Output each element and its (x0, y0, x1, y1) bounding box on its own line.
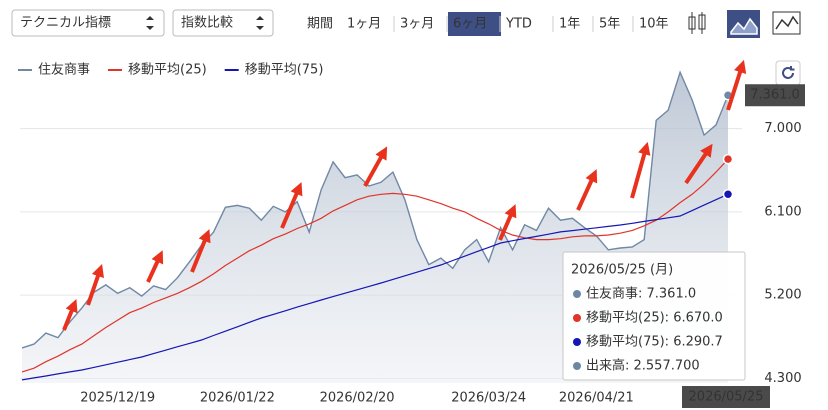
series-line (21, 70, 729, 349)
hover-dot (722, 188, 734, 200)
select-arrow (146, 16, 154, 30)
last-price-label: 7.361.0 (750, 88, 800, 103)
line-icon-path (775, 15, 799, 30)
arrow-annotation (190, 229, 211, 273)
arrow-annotation (146, 250, 164, 283)
last-price-badge (745, 84, 805, 107)
date-badge (682, 386, 770, 408)
period-button: 期間 (307, 17, 333, 32)
arrow-annotation (498, 204, 517, 241)
period-button[interactable]: YTD (505, 17, 532, 32)
tooltip-row: 住友商事: 7.361.0 (586, 286, 696, 302)
arrow-annotation (62, 299, 78, 331)
legend-label[interactable]: 住友商事 (38, 62, 90, 78)
period-button[interactable]: 3ヶ月 (400, 17, 434, 32)
period-active (448, 12, 501, 36)
arrow-annotation (363, 146, 388, 187)
period-button[interactable]: 6ヶ月 (453, 17, 487, 32)
tooltip-dot (573, 362, 581, 370)
price-area (22, 72, 728, 383)
period-button[interactable]: 1年 (559, 17, 580, 32)
legend-label[interactable]: 移動平均(25) (128, 63, 207, 78)
date-badge-label: 2026/05/25 (689, 390, 764, 405)
tooltip-title: 2026/05/25 (月) (571, 263, 673, 278)
x-tick-label: 2026/04/21 (559, 391, 634, 406)
tooltip-dot (573, 314, 581, 322)
refresh-button[interactable] (775, 60, 801, 86)
select-arrow (256, 16, 264, 30)
toolbar: テクニカル指標 指数比較 期間 1ヶ月 3ヶ月 6ヶ月 YTD 1年 5年 10年 (11, 9, 801, 86)
tooltip-row: 移動平均(25): 6.670.0 (586, 311, 723, 326)
arrow-annotation (280, 182, 303, 229)
legend-label[interactable]: 移動平均(75) (245, 63, 324, 78)
y-tick-label: 7.000 (764, 121, 801, 136)
period-button[interactable]: 5年 (599, 17, 620, 32)
arrow-annotation (726, 59, 747, 111)
area-icon (730, 17, 758, 35)
arrow-annotation (684, 143, 713, 185)
select-box[interactable] (172, 9, 274, 37)
annotations (62, 59, 747, 331)
plot: 住友商事 移動平均(25) 移動平均(75) 4.300 5.200 6.100 7.000… (18, 62, 802, 406)
refresh-icon (782, 66, 795, 79)
hover-dot (722, 153, 734, 165)
x-tick-label: 2026/03/24 (451, 391, 526, 406)
period-button[interactable]: 10年 (639, 17, 669, 32)
arrow-annotation (86, 263, 104, 306)
series-line (21, 193, 729, 381)
series-line (21, 158, 729, 373)
line-icon[interactable] (772, 11, 801, 35)
y-tick-label: 6.100 (764, 204, 801, 219)
candle-icon[interactable] (688, 12, 706, 34)
tooltip-row: 移動平均(75): 6.290.7 (586, 335, 723, 350)
tooltip-dot (573, 338, 581, 346)
arrow-annotation (630, 141, 651, 199)
tooltip-row: 出来高: 2.557.700 (586, 358, 700, 374)
x-tick-label: 2026/01/22 (200, 391, 275, 406)
select-label: テクニカル指標 (20, 16, 111, 31)
select-box[interactable] (11, 9, 165, 37)
y-tick-label: 4.300 (764, 371, 801, 386)
tooltip (562, 251, 746, 381)
y-tick-label: 5.200 (764, 288, 801, 303)
tooltip-dot (573, 290, 581, 298)
arrow-annotation (576, 169, 598, 211)
select-label: 指数比較 (181, 16, 233, 31)
x-tick-label: 2026/02/20 (320, 391, 395, 406)
period-button[interactable]: 1ヶ月 (347, 17, 381, 32)
overlay: 7.361.0 2026/05/25 2026/05/25 (月) 住友商事: 7.3… (562, 84, 805, 408)
x-tick-label: 2025/12/19 (80, 391, 155, 406)
